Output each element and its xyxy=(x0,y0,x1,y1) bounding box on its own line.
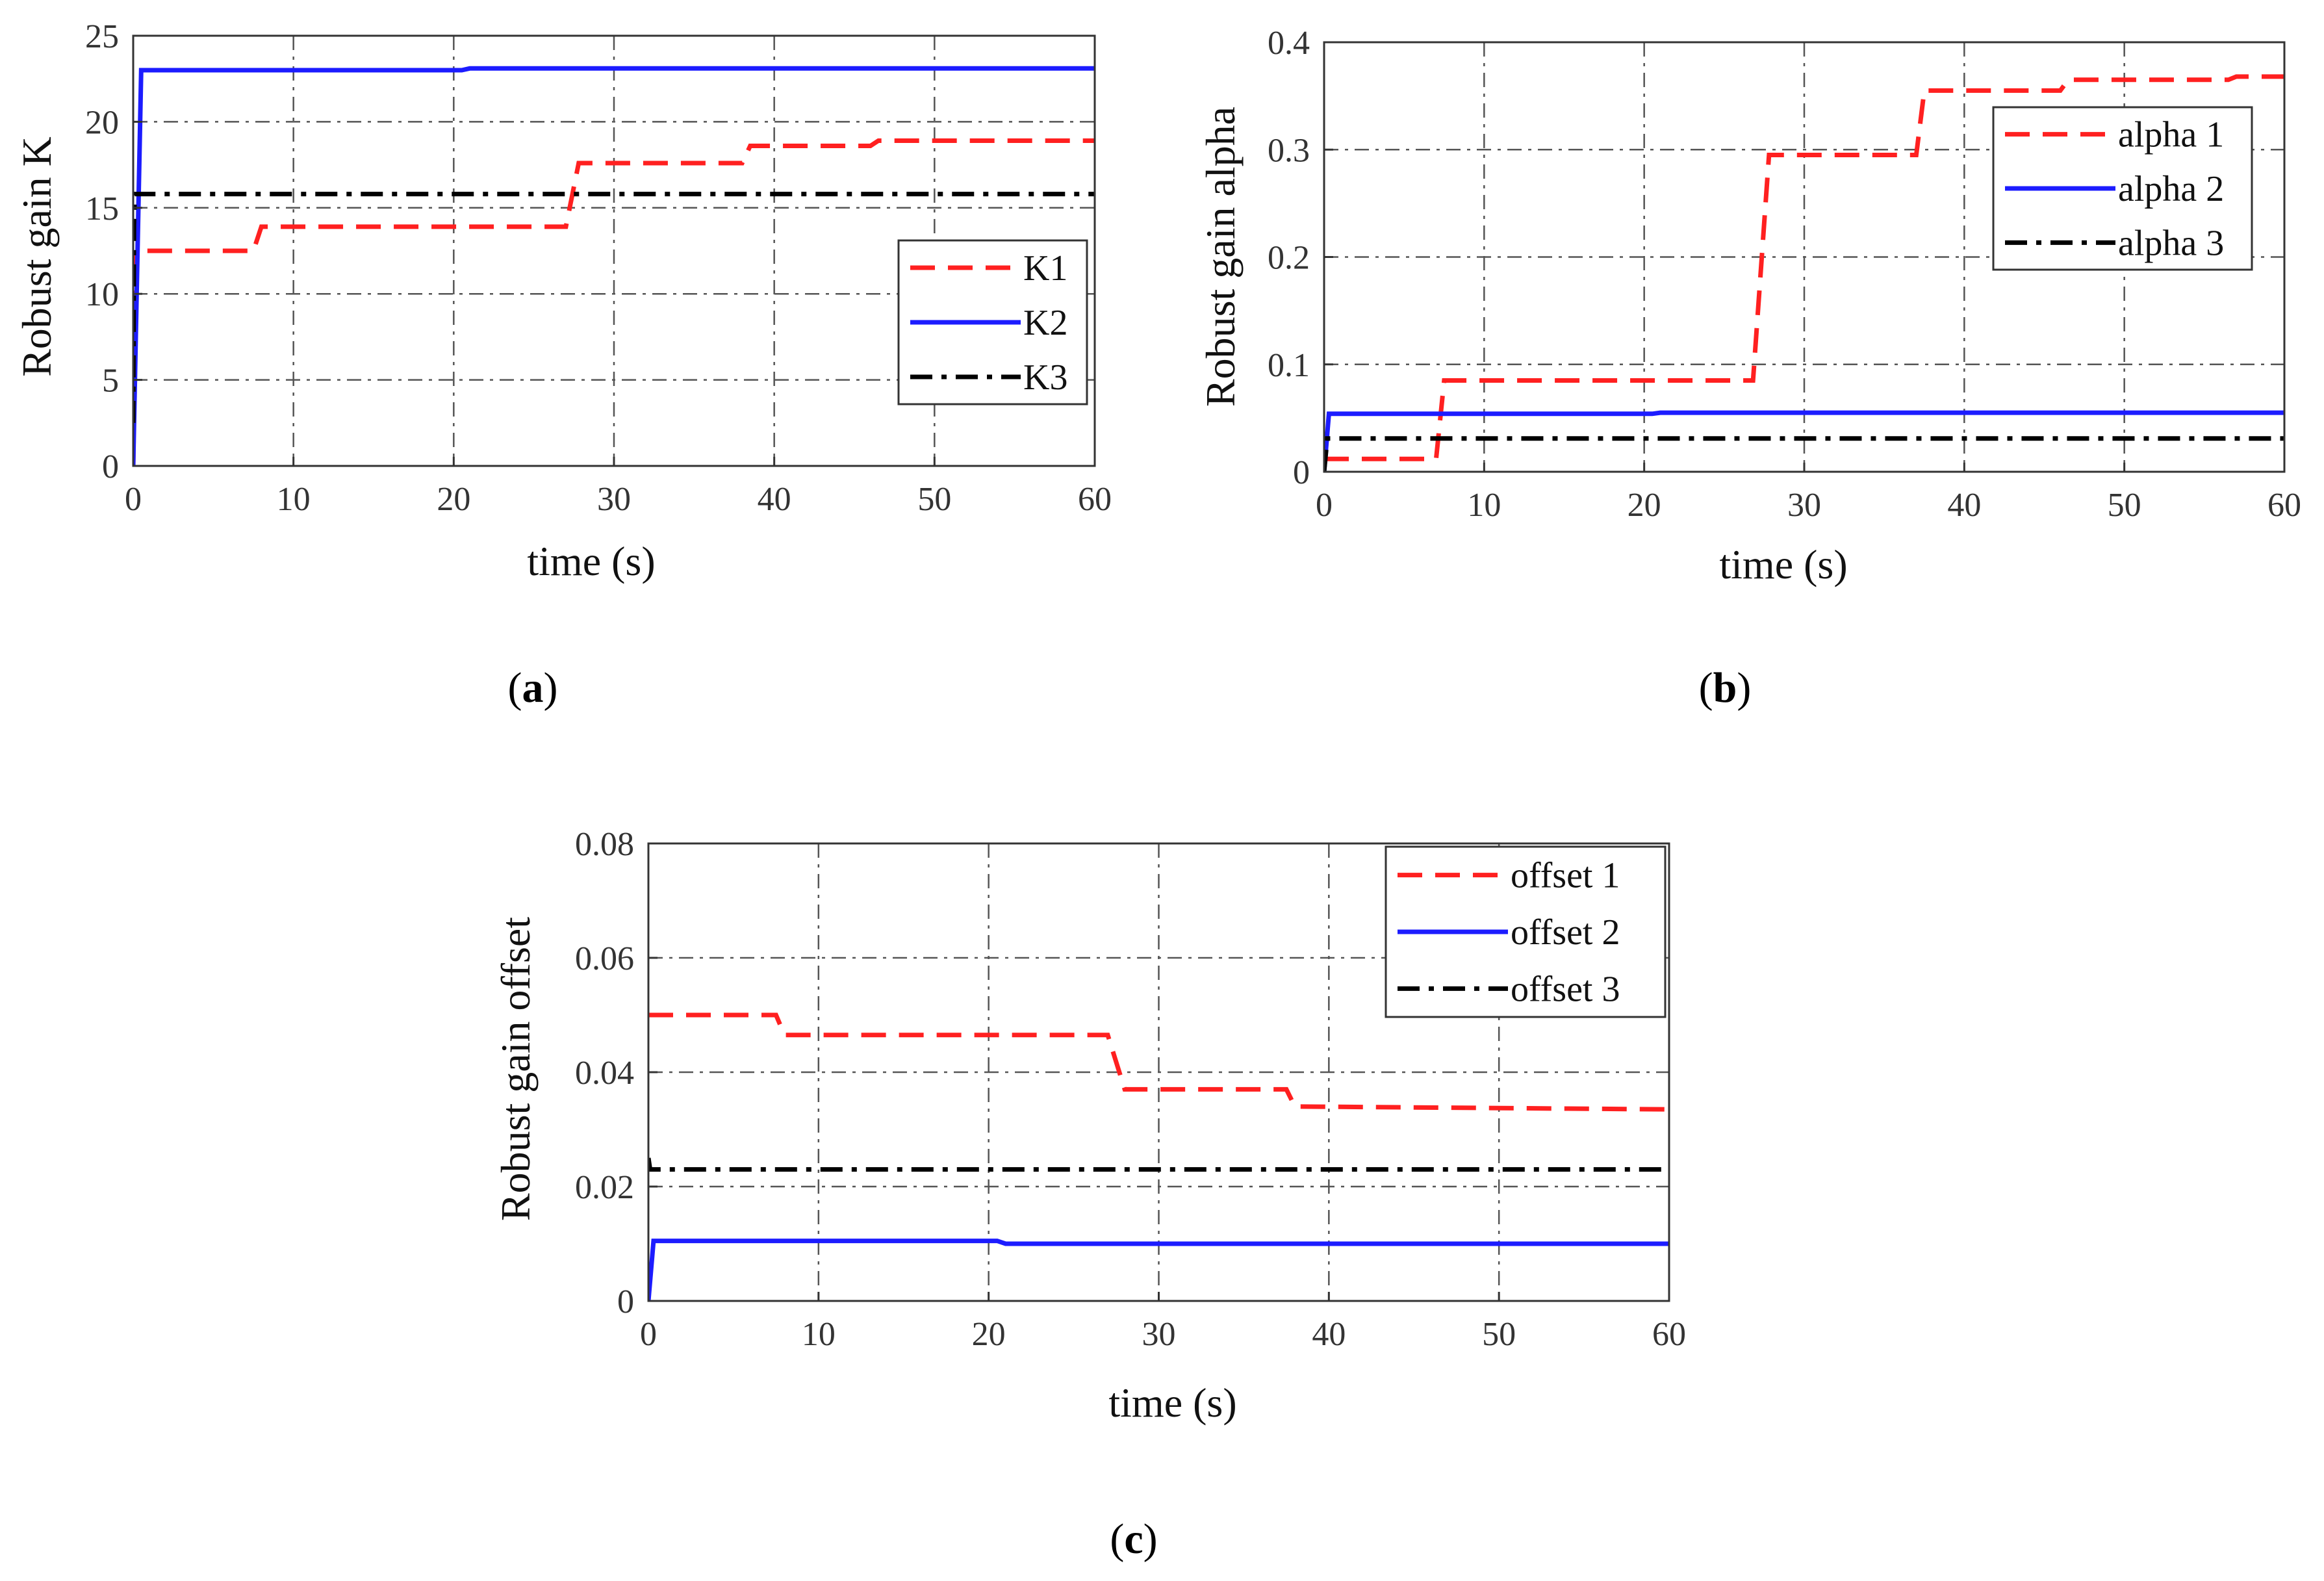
x-tick-label: 20 xyxy=(1628,487,1661,524)
legend-label: alpha 1 xyxy=(2118,115,2224,155)
y-tick-label: 0 xyxy=(1293,454,1310,491)
x-axis-label: time (s) xyxy=(527,538,655,584)
legend-label: alpha 3 xyxy=(2118,223,2224,263)
x-tick-label: 50 xyxy=(1482,1316,1516,1353)
chart-panel-a: Robust gain K time (s) (a) 0 10 20 30 40 50 60… xyxy=(14,18,1112,712)
legend-label: K3 xyxy=(1023,357,1067,398)
x-tick-label: 40 xyxy=(758,481,791,518)
chart-panel-c: Robust gain offset time (s) (c) 0 10 20 30 4… xyxy=(492,826,1686,1563)
x-tick-label: 20 xyxy=(972,1316,1006,1353)
y-tick-label: 10 xyxy=(85,276,119,313)
y-tick-label: 15 xyxy=(85,190,119,227)
x-tick-label: 10 xyxy=(802,1316,836,1353)
series-line-k1 xyxy=(133,138,1095,466)
y-tick-label: 0.1 xyxy=(1268,347,1310,384)
y-tick-label: 0.04 xyxy=(575,1055,634,1092)
x-tick-label: 60 xyxy=(1652,1316,1686,1353)
series-line-alpha-1 xyxy=(1324,74,2284,461)
legend-label: offset 3 xyxy=(1511,969,1620,1009)
y-axis-label: Robust gain offset xyxy=(492,917,539,1221)
y-tick-label: 0.4 xyxy=(1268,25,1310,62)
y-tick-label: 25 xyxy=(85,18,119,55)
x-tick-label: 40 xyxy=(1947,487,1981,524)
x-tick-label: 0 xyxy=(125,481,142,518)
series-line-alpha-3 xyxy=(1324,436,2284,472)
x-tick-label: 0 xyxy=(1316,487,1333,524)
x-axis-label: time (s) xyxy=(1108,1380,1236,1426)
panel-caption-a: (a) xyxy=(508,664,558,712)
y-axis-label: Robust gain K xyxy=(14,136,60,377)
x-tick-label: 30 xyxy=(1787,487,1821,524)
x-tick-label: 10 xyxy=(1467,487,1501,524)
y-tick-label: 20 xyxy=(85,104,119,141)
x-tick-label: 30 xyxy=(1142,1316,1176,1353)
x-tick-label: 20 xyxy=(437,481,470,518)
legend: K1 K2 K3 xyxy=(897,239,1088,405)
legend: offset 1 offset 2 offset 3 xyxy=(1385,845,1666,1018)
y-tick-label: 0.2 xyxy=(1268,240,1310,277)
series-line-offset-1 xyxy=(648,1012,1669,1112)
y-tick-label: 0.08 xyxy=(575,826,634,863)
panel-caption-b: (b) xyxy=(1699,664,1752,712)
series-line-k2 xyxy=(133,66,1095,466)
y-tick-label: 0 xyxy=(617,1283,634,1320)
x-tick-label: 30 xyxy=(597,481,631,518)
x-tick-label: 60 xyxy=(1078,481,1112,518)
x-tick-label: 60 xyxy=(2267,487,2301,524)
x-tick-label: 10 xyxy=(277,481,311,518)
y-axis-label: Robust gain alpha xyxy=(1197,107,1244,407)
series-line-alpha-2 xyxy=(1324,410,2284,472)
panel-caption-c: (c) xyxy=(1110,1515,1157,1563)
chart-panel-b: Robust gain alpha time (s) (b) 0 10 20 30 40… xyxy=(1197,25,2301,712)
y-tick-label: 0.3 xyxy=(1268,132,1310,169)
series-line-offset-2 xyxy=(648,1239,1669,1301)
x-tick-label: 40 xyxy=(1312,1316,1346,1353)
legend-label: K1 xyxy=(1023,248,1067,289)
x-tick-label: 50 xyxy=(917,481,951,518)
y-tick-label: 0.06 xyxy=(575,940,634,977)
x-tick-label: 50 xyxy=(2108,487,2141,524)
legend-label: K2 xyxy=(1023,303,1067,343)
legend-label: alpha 2 xyxy=(2118,169,2224,209)
legend: alpha 1 alpha 2 alpha 3 xyxy=(1992,106,2253,271)
y-tick-label: 0.02 xyxy=(575,1169,634,1206)
x-tick-label: 0 xyxy=(640,1316,657,1353)
y-tick-label: 0 xyxy=(102,448,119,485)
series-line-k3 xyxy=(133,192,1095,423)
legend-label: offset 1 xyxy=(1511,856,1620,896)
legend-label: offset 2 xyxy=(1511,912,1620,953)
x-axis-label: time (s) xyxy=(1719,541,1847,587)
y-tick-label: 5 xyxy=(102,363,119,400)
